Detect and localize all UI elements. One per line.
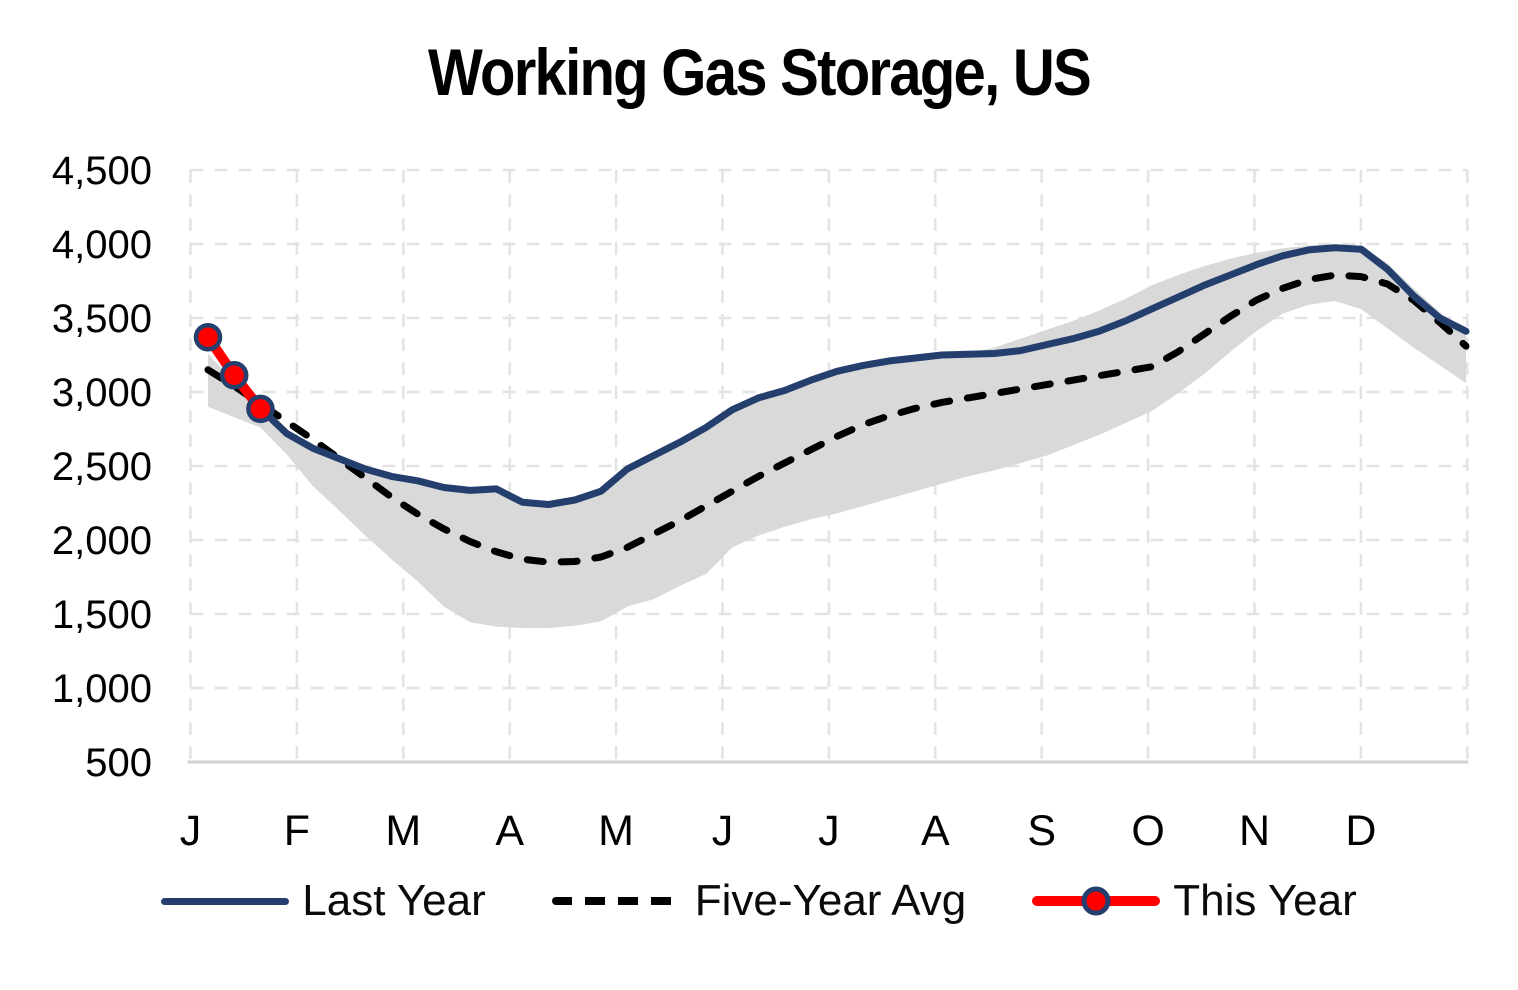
last-year-line bbox=[204, 244, 1470, 508]
x-tick-label: O bbox=[1131, 807, 1164, 855]
y-tick-label: 2,500 bbox=[52, 445, 152, 489]
x-tick-label: M bbox=[385, 807, 421, 855]
last-year-line-swatch bbox=[161, 897, 290, 905]
y-tick-label: 1,500 bbox=[52, 593, 152, 637]
x-tick-label: J bbox=[180, 807, 202, 855]
legend-item-five-year-avg: Five-Year Avg bbox=[551, 876, 967, 926]
y-tick-label: 3,000 bbox=[52, 371, 152, 415]
y-tick-label: 3,500 bbox=[52, 297, 152, 341]
x-tick-label: A bbox=[495, 807, 524, 855]
y-tick-label: 2,000 bbox=[52, 519, 152, 563]
x-tick-label: N bbox=[1239, 807, 1270, 855]
legend-item-last-year: Last Year bbox=[161, 876, 486, 926]
this-year-line-swatch bbox=[1032, 886, 1161, 916]
this-year-data-point bbox=[246, 394, 275, 424]
x-tick-label: A bbox=[921, 807, 950, 855]
legend-item-this-year: This Year bbox=[1032, 876, 1357, 926]
y-tick-label: 1,000 bbox=[52, 667, 152, 711]
this-year-data-point bbox=[219, 361, 249, 390]
x-tick-label: F bbox=[284, 807, 310, 855]
five-year-avg-line-swatch bbox=[551, 897, 682, 905]
legend: Last Year Five-Year Avg This Year bbox=[0, 876, 1518, 926]
x-tick-label: J bbox=[818, 807, 840, 855]
y-tick-label: 4,500 bbox=[52, 149, 152, 193]
chart-title: Working Gas Storage, US bbox=[427, 35, 1092, 109]
x-tick-label: M bbox=[598, 807, 634, 855]
x-tick-label: J bbox=[712, 807, 734, 855]
y-tick-label: 4,000 bbox=[52, 223, 152, 267]
y-tick-label: 500 bbox=[85, 741, 152, 785]
this-year-data-point bbox=[193, 322, 223, 352]
five-year-avg-line bbox=[204, 271, 1470, 566]
x-tick-label: S bbox=[1027, 807, 1056, 855]
legend-label-this-year: This Year bbox=[1173, 876, 1357, 925]
legend-label-five-year-avg: Five-Year Avg bbox=[694, 876, 967, 925]
this-year-marker-icon bbox=[1081, 886, 1111, 916]
x-tick-label: D bbox=[1345, 807, 1376, 855]
legend-label-last-year: Last Year bbox=[302, 876, 486, 925]
